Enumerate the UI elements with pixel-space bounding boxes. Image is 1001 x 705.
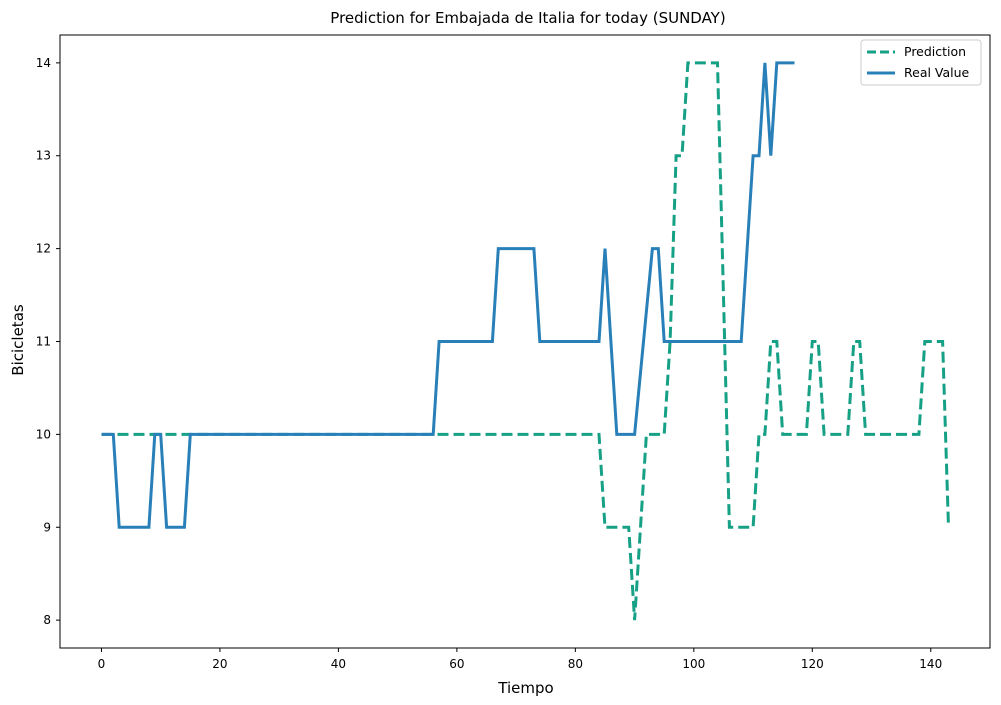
legend: Prediction Real Value: [860, 39, 982, 86]
y-tick-label: 14: [36, 56, 51, 70]
x-tick-label: 100: [682, 657, 705, 671]
chart-title: Prediction for Embajada de Italia for to…: [330, 9, 725, 27]
x-tick-label: 0: [98, 657, 106, 671]
y-tick-label: 10: [36, 427, 51, 441]
x-tick-label: 80: [568, 657, 583, 671]
y-tick-label: 8: [43, 613, 51, 627]
x-tick-label: 60: [449, 657, 464, 671]
x-tick-label: 140: [919, 657, 942, 671]
series-layer: [101, 61, 950, 621]
y-axis-label: Bicicletas: [9, 304, 27, 376]
y-axis-ticks: 8 9 10 11 12 13 14: [36, 56, 60, 627]
x-axis-ticks: 0 20 40 60 80 100 120 140: [98, 648, 942, 671]
legend-label: Prediction: [904, 44, 966, 59]
x-axis-label: Tiempo: [497, 679, 553, 697]
y-tick-label: 12: [36, 242, 51, 256]
x-tick-label: 20: [212, 657, 227, 671]
legend-label: Real Value: [904, 65, 970, 80]
x-tick-label: 40: [331, 657, 346, 671]
series-line-prediction: [101, 61, 950, 621]
x-tick-label: 120: [801, 657, 824, 671]
series-line-real-value: [101, 61, 795, 529]
y-tick-label: 9: [43, 520, 51, 534]
y-tick-label: 13: [36, 149, 51, 163]
y-tick-label: 11: [36, 335, 51, 349]
